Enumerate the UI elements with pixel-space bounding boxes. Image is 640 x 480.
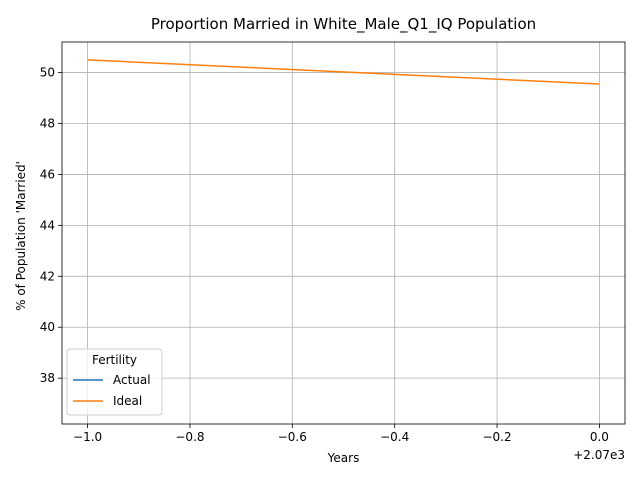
y-tick-label: 38	[40, 371, 55, 385]
x-axis-offset-label: +2.07e3	[573, 448, 625, 462]
x-tick-label: 0.0	[590, 430, 609, 444]
y-tick-label: 42	[40, 269, 55, 283]
legend-title: Fertility	[92, 353, 137, 367]
x-tick-label: −1.0	[73, 430, 102, 444]
plot-frame	[61, 41, 626, 425]
legend-label-actual: Actual	[113, 373, 151, 387]
series-line-ideal	[87, 59, 600, 85]
x-tick-label: −0.6	[278, 430, 307, 444]
y-axis-title: % of Population 'Married'	[14, 161, 28, 311]
y-tick-label: 44	[40, 218, 55, 232]
series-layer	[87, 59, 600, 85]
tick-layer: −1.0 −0.8 −0.6 −0.4 −0.2 0.0 38 40 42 44 46 48 50	[40, 66, 609, 444]
grid-layer	[62, 42, 625, 424]
chart-title: Proportion Married in White_Male_Q1_IQ P…	[151, 15, 536, 34]
x-tick-label: −0.4	[380, 430, 409, 444]
x-axis-title: Years	[327, 451, 360, 465]
x-tick-label: −0.8	[175, 430, 204, 444]
y-tick-label: 46	[40, 167, 55, 181]
legend: Fertility Actual Ideal	[66, 348, 163, 416]
x-tick-label: −0.2	[482, 430, 511, 444]
y-tick-label: 50	[40, 66, 55, 80]
legend-label-ideal: Ideal	[113, 394, 142, 408]
y-tick-label: 48	[40, 116, 55, 130]
legend-box	[66, 348, 163, 416]
y-tick-label: 40	[40, 320, 55, 334]
